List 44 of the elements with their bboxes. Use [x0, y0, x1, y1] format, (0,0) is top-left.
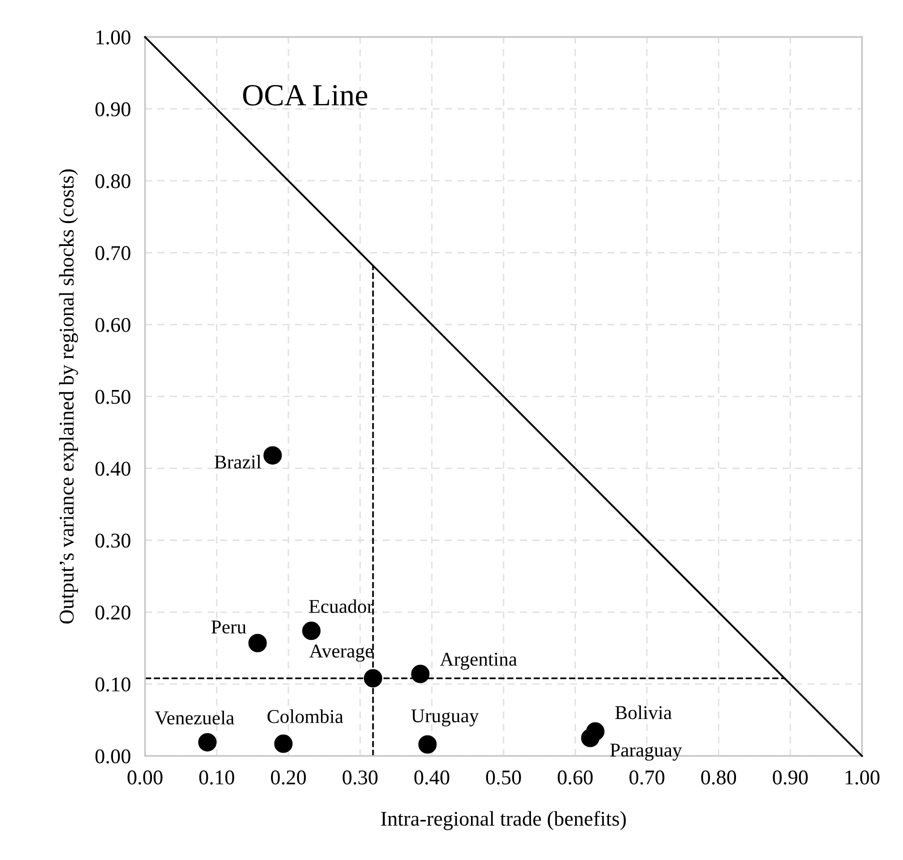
- x-tick-label: 0.80: [701, 770, 736, 785]
- y-tick-label: 0.50: [95, 390, 130, 404]
- series-label: Paraguay: [610, 744, 682, 761]
- point: [302, 622, 321, 640]
- y-tick-label: 0.10: [95, 677, 130, 692]
- y-tick-label: 0.00: [95, 749, 130, 764]
- point: [274, 734, 293, 753]
- y-tick-label: 1.00: [96, 30, 130, 45]
- series-label: Uruguay: [411, 709, 479, 726]
- y-tick-label: 0.70: [95, 246, 130, 260]
- series-label: Venezuela: [154, 710, 234, 725]
- point: [248, 634, 267, 652]
- y-tick-label: 0.40: [95, 462, 130, 476]
- x-tick-label: 0.60: [558, 770, 593, 785]
- point: [263, 446, 282, 465]
- annotation: OCA Line: [243, 85, 368, 106]
- y-tick-label: 0.30: [95, 534, 130, 548]
- x-tick-label: 0.90: [772, 770, 808, 785]
- y-axis-title: Output’s variance explained by regional shocks (costs): [59, 169, 78, 624]
- x-tick-label: 0.20: [270, 770, 306, 785]
- x-tick-label: 0.00: [128, 770, 162, 785]
- point: [581, 728, 600, 748]
- point: [418, 735, 437, 754]
- point: [364, 669, 382, 688]
- x-tick-label: 0.30: [342, 770, 378, 785]
- y-tick-label: 0.20: [95, 606, 130, 620]
- y-tick-label: 0.90: [95, 102, 130, 116]
- series-label: Brazil: [214, 454, 262, 469]
- x-tick-label: 1.00: [846, 770, 880, 785]
- y-tick-label: 0.60: [95, 318, 130, 332]
- series-label: Argentina: [440, 652, 517, 670]
- x-tick-label: 0.50: [486, 770, 521, 785]
- x-tick-label: 0.10: [199, 770, 234, 785]
- x-axis-title: Intra-regional trade (benefits): [381, 810, 626, 830]
- x-tick-label: 0.40: [414, 770, 450, 785]
- series-label: Colombia: [268, 709, 344, 724]
- series-label: Ecuador: [309, 599, 374, 613]
- y-tick-label: 0.80: [95, 174, 130, 188]
- x-tick-label: 0.70: [629, 770, 664, 785]
- series-label: Average: [309, 644, 373, 662]
- point: [411, 664, 430, 684]
- point: [198, 733, 217, 752]
- series-label: Peru: [211, 620, 246, 634]
- series-label: Bolivia: [615, 706, 672, 720]
